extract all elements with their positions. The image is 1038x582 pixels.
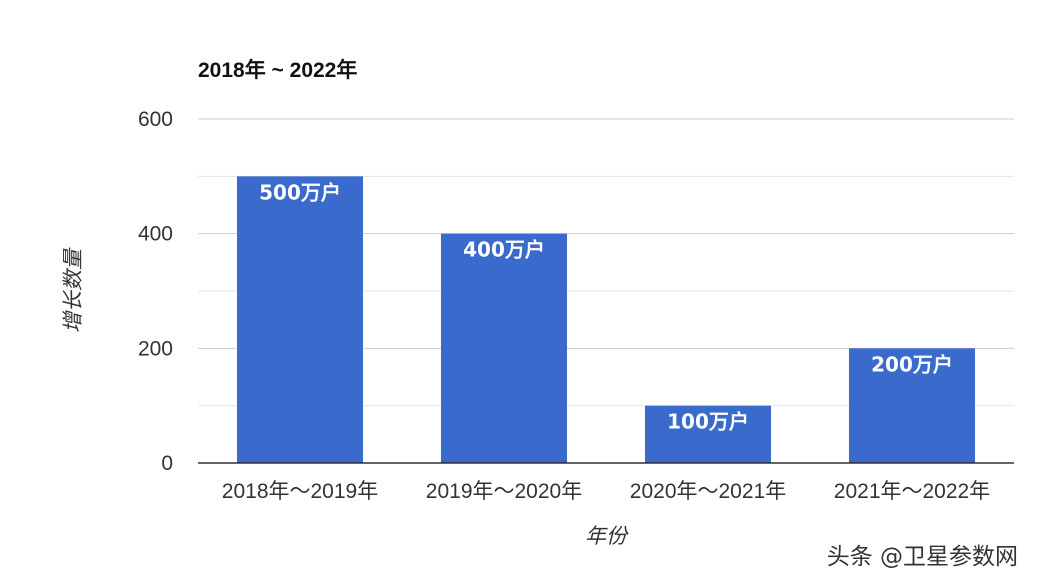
y-tick-label: 400: [138, 223, 173, 246]
x-tick-labels: 2018年～2019年 2019年～2020年 2020年～2021年 2021年～2…: [222, 480, 990, 503]
y-tick-labels: 0 200 400 600: [138, 108, 173, 475]
bar: [441, 233, 567, 463]
bar-data-label: 400万户: [463, 238, 545, 262]
x-tick-label: 2020年～2021年: [630, 480, 786, 503]
chart-title: 2018年 ~ 2022年: [198, 59, 358, 82]
watermark: 头条 @卫星参数网: [826, 544, 1018, 570]
x-axis-title: 年份: [585, 524, 629, 548]
y-axis-title: 增长数量: [61, 247, 85, 333]
bar-data-label: 500万户: [259, 180, 341, 204]
x-tick-label: 2021年～2022年: [834, 480, 990, 503]
y-tick-label: 0: [161, 452, 173, 475]
y-tick-label: 200: [138, 337, 173, 360]
bar: [849, 348, 975, 463]
x-tick-label: 2018年～2019年: [222, 480, 378, 503]
bars: 500万户 400万户 100万户 200万户: [237, 176, 975, 464]
y-tick-label: 600: [138, 108, 173, 131]
bar: [645, 405, 771, 463]
bar: [237, 176, 363, 464]
x-tick-label: 2019年～2020年: [426, 480, 582, 503]
bar-data-label: 200万户: [871, 352, 953, 376]
bar-data-label: 100万户: [667, 410, 749, 434]
